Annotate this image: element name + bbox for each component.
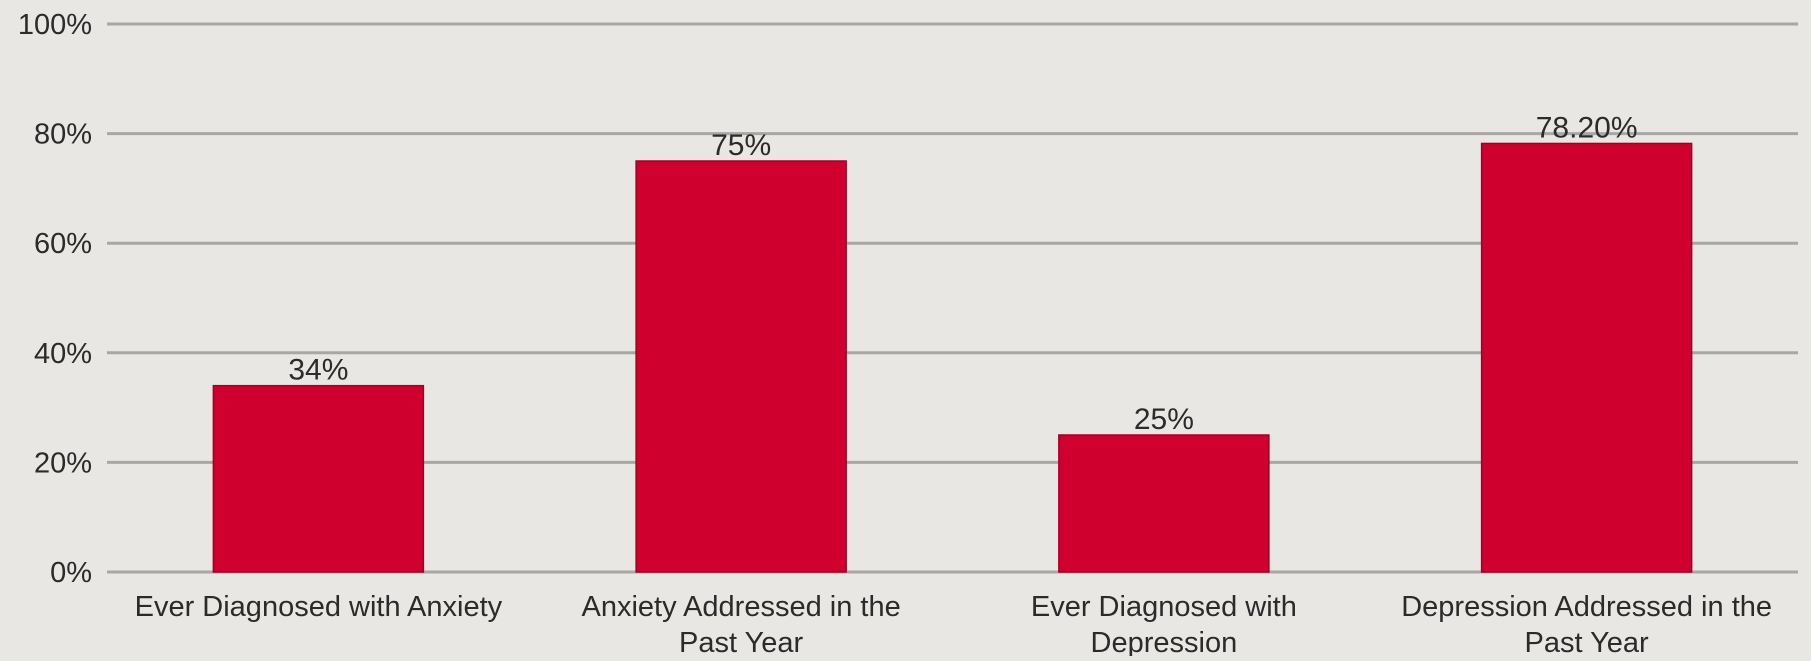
x-category-label: Anxiety Addressed in the Past Year (582, 591, 901, 656)
x-category-label-line: Anxiety Addressed in the (582, 591, 901, 623)
x-category-label-line: Ever Diagnosed with Anxiety (135, 591, 503, 623)
y-tick-label: 80% (34, 119, 92, 151)
x-category-label-line: Past Year (1525, 627, 1649, 656)
y-tick-label: 0% (50, 557, 92, 589)
data-labels: 34% 75% 25% 78.20% (288, 111, 1637, 436)
bar (1480, 142, 1693, 573)
y-axis-tick-labels: 0% 20% 40% 60% 80% 100% (18, 9, 92, 589)
x-category-label: Ever Diagnosed with Anxiety (135, 591, 503, 623)
y-tick-label: 100% (18, 9, 92, 41)
bars (212, 142, 1693, 573)
data-label: 34% (288, 354, 348, 387)
x-category-label-line: Depression Addressed in the (1401, 591, 1772, 623)
x-category-label-line: Depression (1091, 627, 1238, 656)
data-label: 75% (711, 129, 771, 162)
y-tick-label: 60% (34, 228, 92, 260)
data-label: 25% (1134, 403, 1194, 436)
y-tick-label: 20% (34, 447, 92, 479)
x-category-label-line: Past Year (679, 627, 803, 656)
bar (1058, 434, 1270, 573)
y-tick-label: 40% (34, 338, 92, 370)
x-category-label: Ever Diagnosed with Depression (1031, 591, 1297, 656)
x-category-label: Depression Addressed in the Past Year (1401, 591, 1772, 656)
bar (635, 160, 847, 573)
x-axis-category-labels: Ever Diagnosed with Anxiety Anxiety Addre… (135, 591, 1772, 659)
data-label: 78.20% (1536, 111, 1638, 144)
bar (212, 384, 425, 573)
x-category-label-line: Ever Diagnosed with (1031, 591, 1297, 623)
